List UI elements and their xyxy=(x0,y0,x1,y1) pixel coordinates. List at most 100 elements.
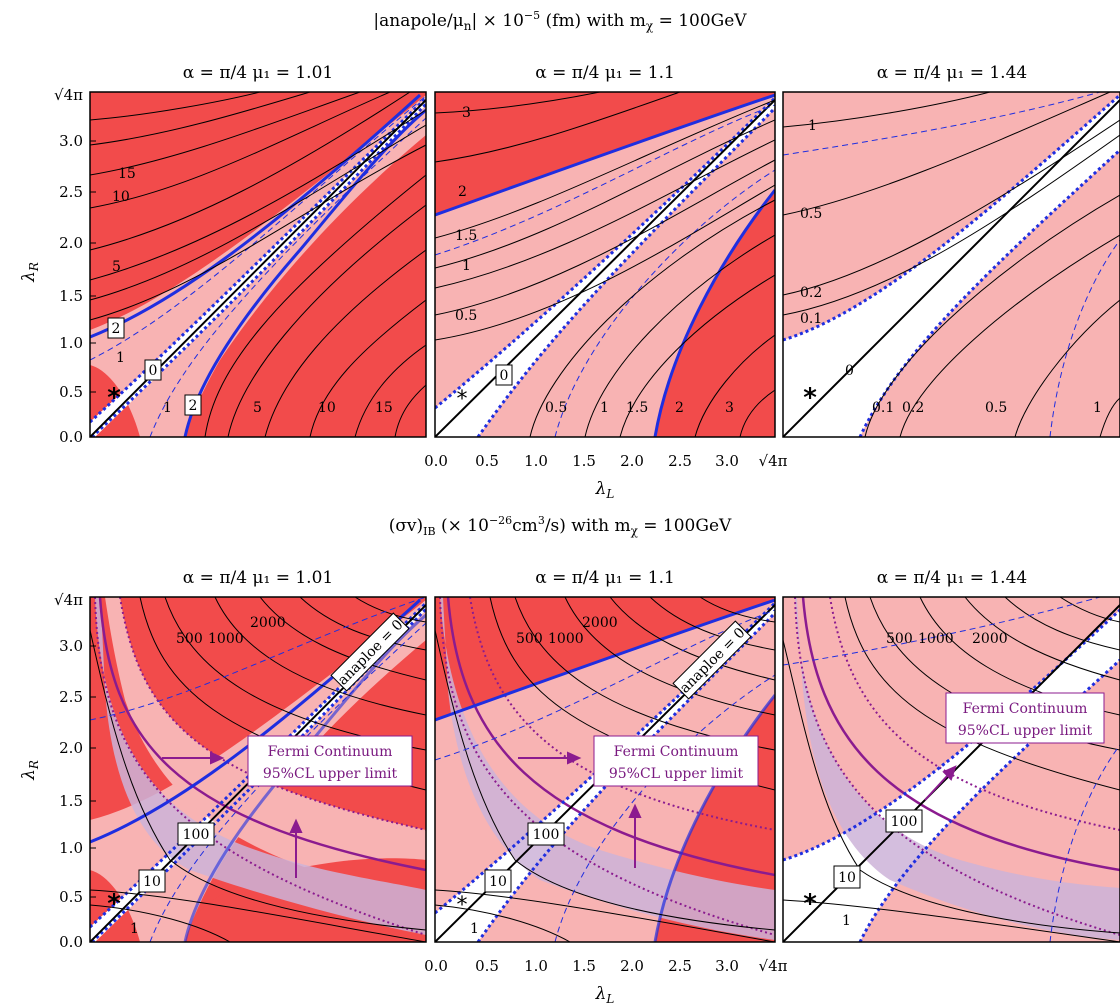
top-row-title: |anapole/μn| × 10−5 (fm) with mχ = 100Ge… xyxy=(373,9,747,33)
y-tick-marks-top xyxy=(90,140,96,438)
panel-title-bottom-3: α = π/4 μ₁ = 1.44 xyxy=(877,568,1027,588)
star-marker: * xyxy=(803,889,817,919)
star-marker: * xyxy=(457,387,468,412)
svg-text:3.0: 3.0 xyxy=(59,637,83,655)
contour-labels-panel-2: 3 2 1.5 1 0.5 0 0.5 1 1.5 2 3 xyxy=(455,105,734,416)
svg-text:0: 0 xyxy=(500,368,509,384)
svg-text:1000: 1000 xyxy=(548,631,584,647)
svg-text:2.5: 2.5 xyxy=(668,452,692,470)
svg-text:0: 0 xyxy=(845,363,854,379)
panel-anapole-mu1-1.44 xyxy=(783,92,1120,437)
svg-text:2: 2 xyxy=(189,398,198,414)
x-ticks-bottom: 0.0 0.5 1.0 1.5 2.0 2.5 3.0 √4π xyxy=(424,957,788,975)
svg-text:0.2: 0.2 xyxy=(800,285,822,301)
svg-text:95%CL upper limit: 95%CL upper limit xyxy=(958,723,1093,739)
panel-title-top-3: α = π/4 μ₁ = 1.44 xyxy=(877,63,1027,83)
svg-text:3.0: 3.0 xyxy=(59,132,83,150)
svg-text:0.5: 0.5 xyxy=(59,888,83,906)
svg-text:1.0: 1.0 xyxy=(59,334,83,352)
fermi-label-panel-4: Fermi Continuum 95%CL upper limit xyxy=(247,735,413,787)
svg-text:1: 1 xyxy=(116,350,125,366)
panel-title-top-2: α = π/4 μ₁ = 1.1 xyxy=(535,63,675,83)
contour-labels-panel-3: 1 0.5 0.2 0.1 0 0.1 0.2 0.5 1 xyxy=(800,118,1102,416)
svg-text:1.5: 1.5 xyxy=(59,792,83,810)
y-ticks-top: 0.0 0.5 1.0 1.5 2.0 2.5 3.0 √4π xyxy=(54,86,83,446)
contour-labels-panel-4: 500 1000 2000 100 10 1 xyxy=(130,615,286,937)
svg-text:2000: 2000 xyxy=(972,631,1008,647)
svg-text:1.5: 1.5 xyxy=(59,287,83,305)
svg-text:2.5: 2.5 xyxy=(59,688,83,706)
panel-title-bottom-1: α = π/4 μ₁ = 1.01 xyxy=(183,568,333,588)
svg-text:1: 1 xyxy=(163,400,172,416)
svg-text:0.5: 0.5 xyxy=(545,400,567,416)
svg-text:10: 10 xyxy=(489,874,507,890)
svg-text:95%CL upper limit: 95%CL upper limit xyxy=(263,766,398,782)
y-axis-label-bottom: λR xyxy=(19,760,41,781)
svg-text:3: 3 xyxy=(462,105,471,121)
panel-anapole-mu1-1.1 xyxy=(435,92,775,437)
svg-text:1: 1 xyxy=(130,921,139,937)
svg-text:0.1: 0.1 xyxy=(800,311,822,327)
svg-text:0.0: 0.0 xyxy=(59,933,83,951)
svg-text:2.5: 2.5 xyxy=(59,183,83,201)
fermi-label-panel-5: Fermi Continuum 95%CL upper limit xyxy=(593,735,759,787)
svg-text:10: 10 xyxy=(112,189,130,205)
svg-text:0.1: 0.1 xyxy=(872,400,894,416)
svg-text:2: 2 xyxy=(458,184,467,200)
svg-text:5: 5 xyxy=(112,259,121,275)
svg-text:0.5: 0.5 xyxy=(985,400,1007,416)
y-axis-label-top: λR xyxy=(19,262,41,283)
svg-text:2.0: 2.0 xyxy=(620,957,644,975)
svg-text:500: 500 xyxy=(176,631,203,647)
svg-text:1: 1 xyxy=(600,400,609,416)
contour-labels-panel-1: 15 10 5 2 1 0 1 2 5 10 15 xyxy=(107,166,393,416)
svg-text:1.5: 1.5 xyxy=(626,400,648,416)
star-marker: * xyxy=(803,383,817,413)
contour-labels-panel-6: 500 1000 2000 100 10 1 xyxy=(833,631,1008,929)
svg-text:1.5: 1.5 xyxy=(455,228,477,244)
svg-text:5: 5 xyxy=(253,400,262,416)
svg-text:0.5: 0.5 xyxy=(59,383,83,401)
svg-text:0.0: 0.0 xyxy=(59,428,83,446)
svg-text:Fermi Continuum: Fermi Continuum xyxy=(963,701,1088,717)
svg-text:1.5: 1.5 xyxy=(572,957,596,975)
svg-text:1: 1 xyxy=(470,921,479,937)
star-marker: * xyxy=(107,889,121,919)
svg-text:10: 10 xyxy=(143,874,161,890)
svg-text:0.0: 0.0 xyxy=(424,957,448,975)
svg-text:500: 500 xyxy=(886,631,913,647)
svg-text:10: 10 xyxy=(838,870,856,886)
svg-text:Fermi Continuum: Fermi Continuum xyxy=(268,744,393,760)
svg-text:1: 1 xyxy=(842,913,851,929)
svg-text:Fermi Continuum: Fermi Continuum xyxy=(614,744,739,760)
svg-text:95%CL upper limit: 95%CL upper limit xyxy=(609,766,744,782)
svg-text:1.0: 1.0 xyxy=(524,452,548,470)
x-axis-label-top: λL xyxy=(595,479,615,501)
svg-text:500: 500 xyxy=(516,631,543,647)
svg-text:√4π: √4π xyxy=(54,86,83,104)
svg-text:1: 1 xyxy=(462,258,471,274)
svg-text:15: 15 xyxy=(375,400,393,416)
svg-text:0: 0 xyxy=(149,363,158,379)
svg-text:10: 10 xyxy=(318,400,336,416)
svg-text:2000: 2000 xyxy=(250,615,286,631)
y-ticks-bottom: 0.0 0.5 1.0 1.5 2.0 2.5 3.0 √4π xyxy=(54,591,83,951)
svg-text:2.0: 2.0 xyxy=(59,739,83,757)
svg-text:2000: 2000 xyxy=(582,615,618,631)
fermi-label-panel-6: Fermi Continuum 95%CL upper limit xyxy=(945,692,1105,744)
svg-text:3.0: 3.0 xyxy=(715,957,739,975)
svg-text:√4π: √4π xyxy=(759,957,788,975)
svg-text:1: 1 xyxy=(808,118,817,134)
svg-text:100: 100 xyxy=(183,827,210,843)
svg-text:1.5: 1.5 xyxy=(572,452,596,470)
y-tick-marks-bottom xyxy=(90,645,96,943)
svg-text:√4π: √4π xyxy=(54,591,83,609)
svg-text:15: 15 xyxy=(118,166,136,182)
svg-text:3.0: 3.0 xyxy=(715,452,739,470)
contour-labels-panel-5: 500 1000 2000 100 10 1 xyxy=(470,615,618,937)
x-ticks-top: 0.0 0.5 1.0 1.5 2.0 2.5 3.0 √4π xyxy=(424,452,788,470)
panel-anapole-mu1-1.01 xyxy=(90,92,426,437)
svg-text:1000: 1000 xyxy=(918,631,954,647)
x-axis-label-bottom: λL xyxy=(595,984,615,1006)
